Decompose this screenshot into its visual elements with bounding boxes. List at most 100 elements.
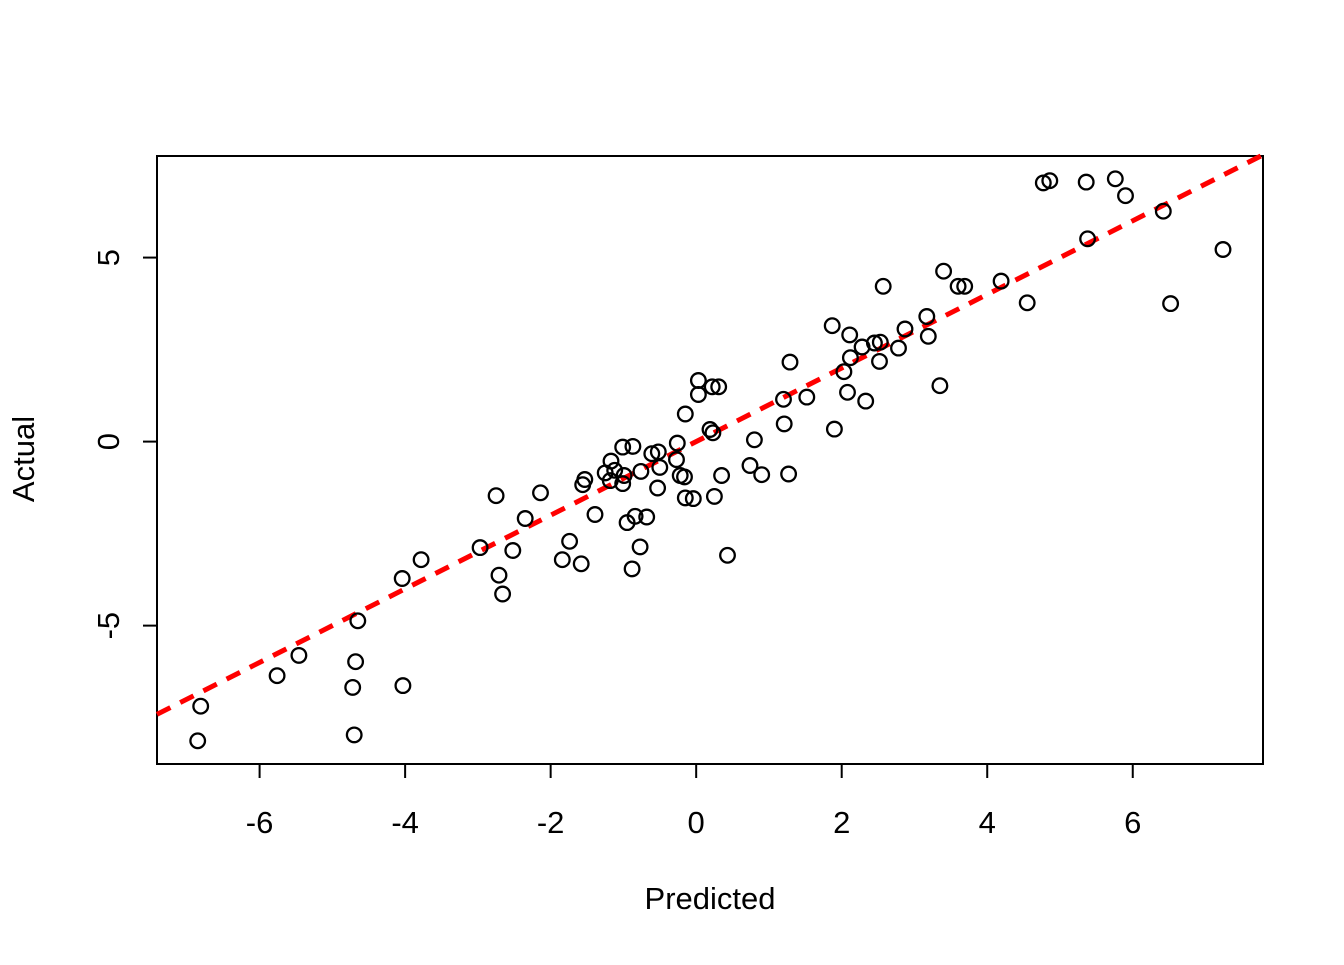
data-point <box>347 653 365 671</box>
x-tick-label: 4 <box>979 805 996 840</box>
data-point <box>918 308 936 325</box>
data-point <box>615 467 633 484</box>
data-point <box>841 326 859 344</box>
data-point <box>393 570 411 587</box>
data-point <box>1041 172 1059 190</box>
data-point <box>516 510 534 527</box>
data-point <box>626 507 644 525</box>
data-point <box>532 484 549 502</box>
data-point <box>701 421 719 438</box>
data-point <box>494 585 512 603</box>
data-point <box>624 437 642 455</box>
data-point <box>857 392 875 410</box>
x-tick-label: 2 <box>833 805 850 840</box>
plot-border <box>156 155 1264 765</box>
data-point <box>586 506 604 523</box>
data-point <box>896 320 914 338</box>
y-tick-label: 0 <box>91 433 126 450</box>
data-point <box>606 461 624 479</box>
data-point <box>349 612 367 630</box>
data-point <box>614 438 632 456</box>
y-axis-title: Actual <box>6 416 41 502</box>
data-point <box>1106 170 1124 188</box>
data-point <box>839 383 856 401</box>
data-point <box>1018 294 1036 312</box>
data-point <box>344 678 362 696</box>
data-point <box>713 467 731 484</box>
data-point <box>676 489 694 507</box>
data-point <box>949 277 967 295</box>
data-point <box>576 471 594 488</box>
data-point <box>668 434 686 452</box>
data-point <box>1154 202 1172 220</box>
data-point <box>823 317 841 335</box>
data-point <box>689 372 707 389</box>
data-point <box>614 475 632 493</box>
data-point <box>268 667 286 685</box>
data-point <box>684 490 702 508</box>
data-point <box>490 566 508 584</box>
x-tick-label: 0 <box>688 805 705 840</box>
data-point <box>710 378 728 396</box>
data-point <box>504 542 522 559</box>
data-point <box>631 538 649 556</box>
x-tick-label: -2 <box>537 805 565 840</box>
data-point <box>935 262 953 280</box>
data-point <box>835 363 853 381</box>
y-tick-label: -5 <box>91 612 126 640</box>
data-point <box>689 386 707 403</box>
data-point <box>775 415 793 433</box>
data-point <box>345 726 363 744</box>
data-point <box>798 388 816 406</box>
data-point <box>825 420 843 438</box>
data-point <box>874 277 892 295</box>
y-axis: -5 0 5 <box>91 249 157 639</box>
data-point <box>632 462 650 480</box>
data-point <box>871 352 888 370</box>
x-tick-label: -4 <box>391 805 419 840</box>
x-tick-label: -6 <box>246 805 274 840</box>
data-point <box>412 551 430 569</box>
data-point <box>781 353 799 371</box>
data-point <box>394 677 412 695</box>
data-point <box>890 339 907 357</box>
data-point <box>1117 187 1134 205</box>
x-tick-label: 6 <box>1124 805 1141 840</box>
data-point <box>638 508 656 526</box>
data-point <box>676 405 694 423</box>
data-point <box>1079 230 1097 248</box>
data-point <box>1162 295 1180 313</box>
data-point <box>649 479 667 497</box>
data-point <box>1214 241 1232 258</box>
data-point <box>745 431 763 449</box>
data-point <box>992 272 1010 290</box>
data-point <box>623 560 641 578</box>
x-axis: -6 -4 -2 0 2 4 6 <box>246 764 1141 840</box>
data-point <box>703 378 721 396</box>
data-point <box>643 445 661 463</box>
data-point <box>919 327 937 345</box>
data-point <box>1077 173 1095 191</box>
data-point <box>705 487 723 505</box>
data-point <box>487 487 505 505</box>
data-points <box>189 170 1232 750</box>
data-point <box>572 555 590 573</box>
data-point <box>561 532 579 550</box>
data-point <box>290 646 308 664</box>
data-point <box>668 451 685 469</box>
y-tick-label: 5 <box>91 249 126 266</box>
data-point <box>871 333 889 351</box>
data-point <box>651 458 669 476</box>
data-point <box>189 732 207 750</box>
data-point <box>865 334 883 352</box>
data-point <box>553 551 571 569</box>
data-point <box>602 452 620 470</box>
data-point <box>704 424 722 442</box>
data-point <box>775 390 792 408</box>
data-point <box>471 539 489 557</box>
data-point <box>841 349 859 367</box>
data-point <box>676 468 693 486</box>
data-point <box>753 466 771 484</box>
